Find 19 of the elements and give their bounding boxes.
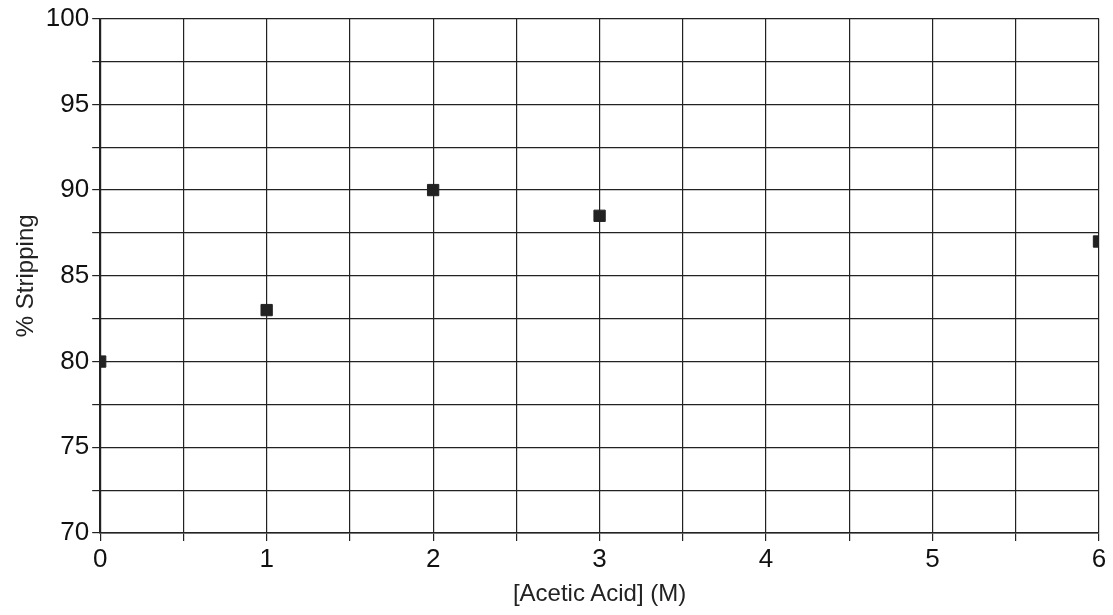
y-tick-label: 85 [60, 258, 90, 289]
point [593, 209, 606, 222]
y-tick-label: 80 [60, 344, 90, 375]
x-tick-label: 6 [1091, 542, 1107, 573]
y-axis-title: % Stripping [11, 214, 39, 338]
y-tick-label: 100 [45, 1, 90, 32]
x-tick-label: 0 [92, 542, 108, 573]
x-tick-label: 4 [758, 542, 774, 573]
y-tick-label: 75 [60, 430, 90, 461]
x-tick-label: 3 [592, 542, 607, 573]
x-tick-label: 2 [425, 542, 441, 573]
x-axis-title: [Acetic Acid] (M) [512, 579, 687, 607]
y-tick-label: 70 [60, 516, 90, 547]
y-tick-label: 95 [60, 87, 90, 118]
point [260, 303, 273, 317]
x-tick-label: 1 [259, 542, 274, 573]
point [426, 183, 440, 197]
y-tick-label: 90 [60, 173, 90, 204]
x-tick-label: 5 [925, 542, 940, 573]
